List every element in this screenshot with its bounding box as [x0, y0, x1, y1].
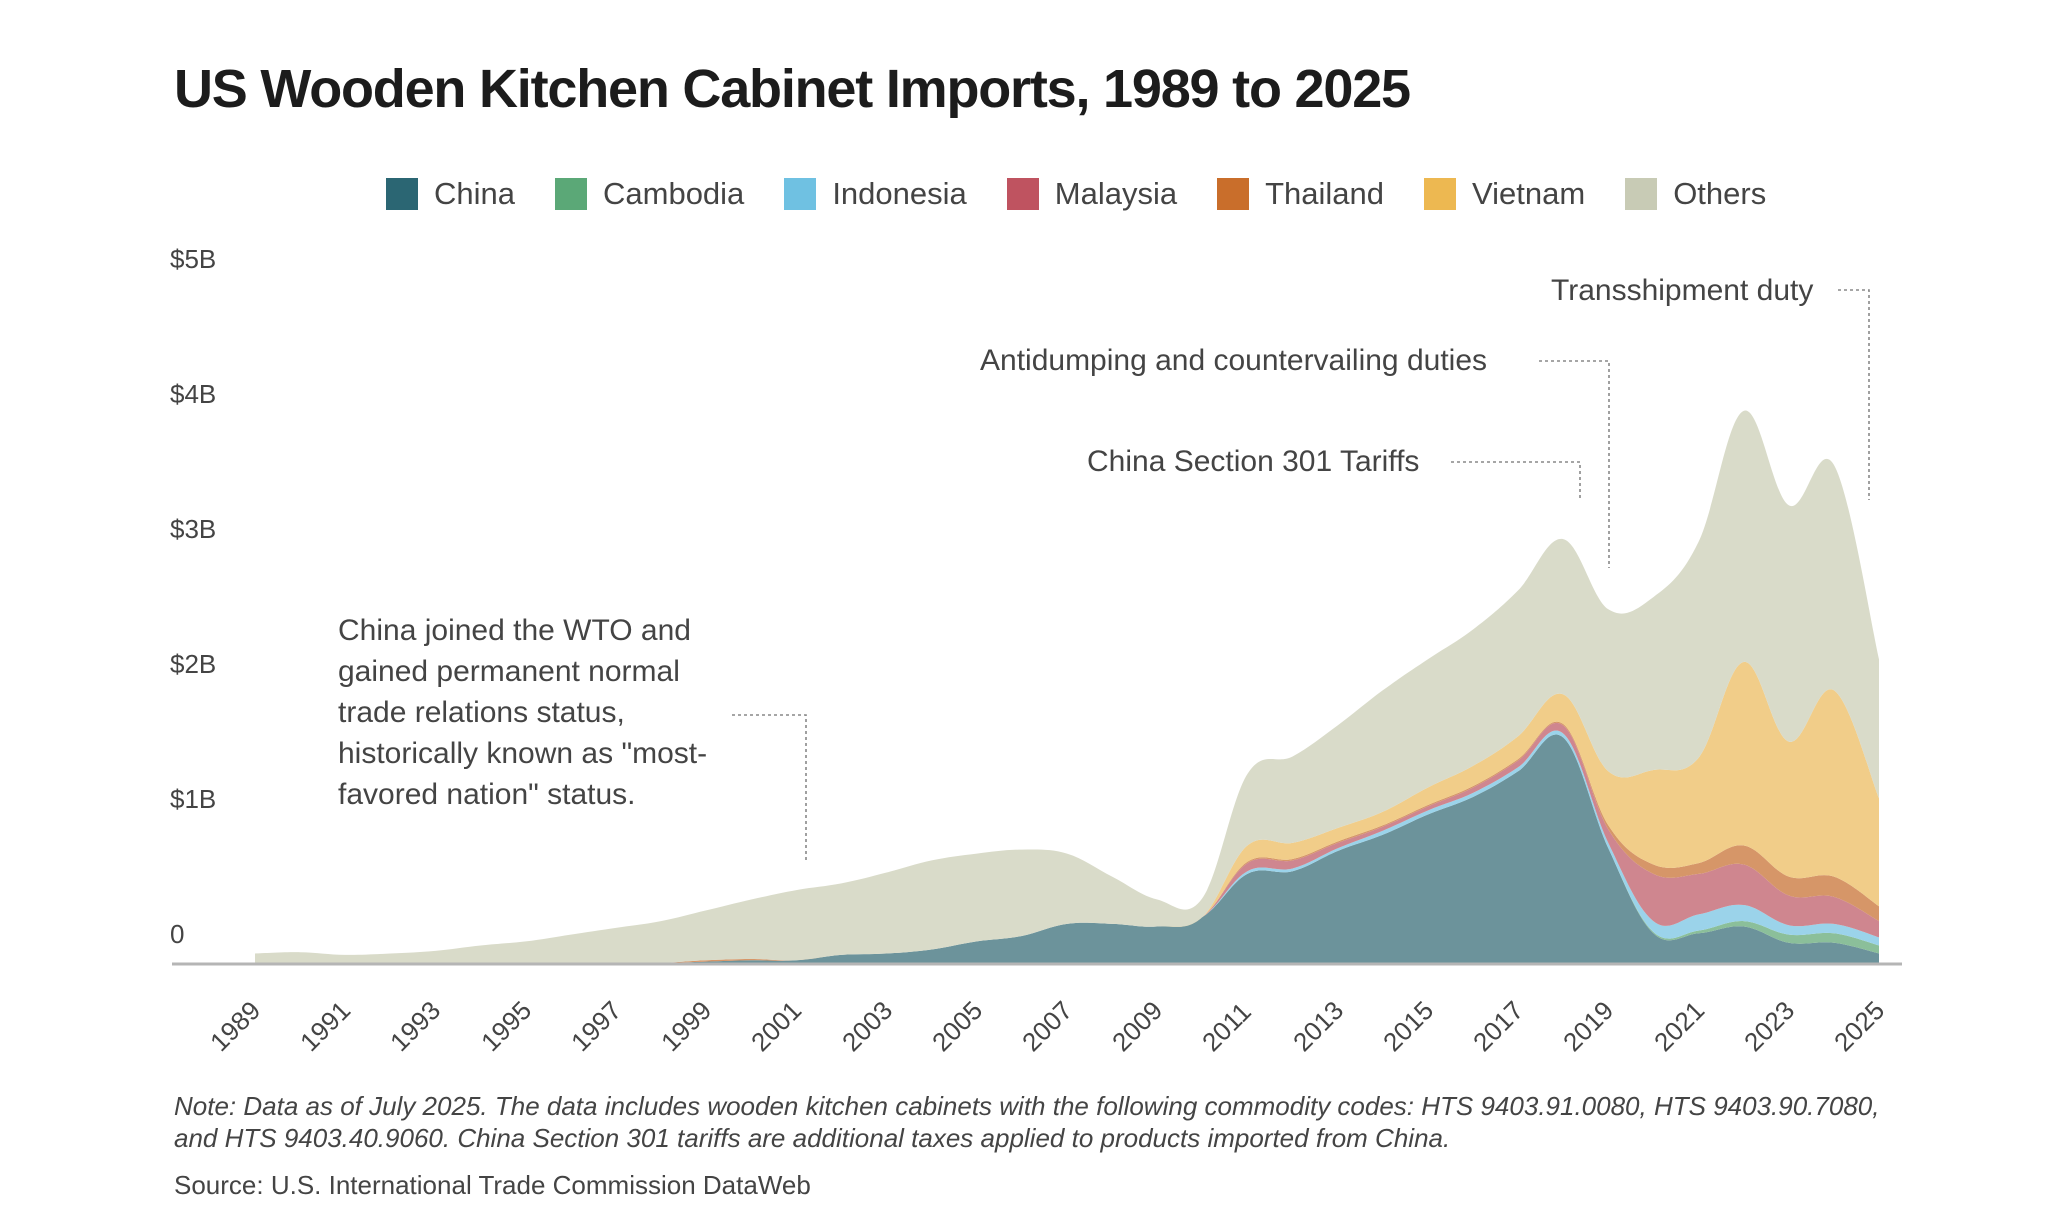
y-tick-label: $3B — [170, 514, 217, 544]
legend: China Cambodia Indonesia Malaysia Thailand Vi… — [386, 176, 1806, 212]
annotation-wto-line: gained permanent normal — [338, 655, 680, 688]
legend-label: Malaysia — [1054, 176, 1178, 211]
annotation-wto-line: China joined the WTO and — [338, 614, 691, 647]
annotation-transshipment: Transshipment duty — [1551, 274, 1814, 307]
chart-note: Note: Data as of July 2025. The data inc… — [174, 1091, 1880, 1153]
legend-swatch — [386, 178, 418, 210]
legend-label: Thailand — [1265, 176, 1385, 211]
y-tick-label: $1B — [170, 784, 217, 814]
legend-item-thailand: Thailand — [1217, 176, 1384, 212]
legend-item-cambodia: Cambodia — [555, 176, 744, 212]
annotation-section-301: China Section 301 Tariffs — [1087, 445, 1420, 478]
legend-label: Cambodia — [603, 176, 745, 211]
chart-title: US Wooden Kitchen Cabinet Imports, 1989 … — [174, 59, 1411, 119]
legend-item-vietnam: Vietnam — [1424, 176, 1585, 212]
legend-item-china: China — [386, 176, 515, 212]
legend-label: China — [434, 176, 515, 211]
y-tick-label: $4B — [170, 379, 217, 409]
legend-label: Indonesia — [832, 176, 967, 211]
annotation-transshipment-leader — [1838, 289, 1870, 500]
annotation-wto-line: historically known as "most- — [338, 737, 708, 770]
area-series-china — [255, 734, 1879, 964]
legend-swatch — [784, 178, 817, 210]
legend-swatch — [1625, 178, 1658, 210]
legend-item-others: Others — [1625, 176, 1766, 212]
annotation-antidumping: Antidumping and countervailing duties — [980, 344, 1487, 377]
y-tick-label: $5B — [170, 244, 217, 274]
legend-swatch — [555, 178, 587, 210]
legend-label: Vietnam — [1472, 176, 1586, 211]
annotation-wto: China joined the WTO and gained permanen… — [338, 610, 707, 815]
legend-item-indonesia: Indonesia — [784, 176, 967, 212]
annotation-antidumping-leader — [1539, 360, 1610, 568]
annotation-wto-leader — [732, 714, 807, 862]
area-series-others — [255, 410, 1879, 964]
legend-item-malaysia: Malaysia — [1006, 176, 1178, 212]
annotation-section-301-leader — [1451, 461, 1581, 500]
legend-label: Others — [1673, 176, 1767, 211]
legend-swatch — [1217, 178, 1250, 210]
annotation-wto-line: trade relations status, — [338, 696, 625, 729]
y-tick-label: $2B — [170, 649, 217, 679]
legend-swatch — [1424, 178, 1457, 210]
y-tick-label: 0 — [170, 919, 185, 949]
chart-source: Source: U.S. International Trade Commiss… — [174, 1170, 811, 1200]
legend-swatch — [1006, 178, 1039, 210]
annotation-wto-line: favored nation" status. — [338, 778, 636, 811]
